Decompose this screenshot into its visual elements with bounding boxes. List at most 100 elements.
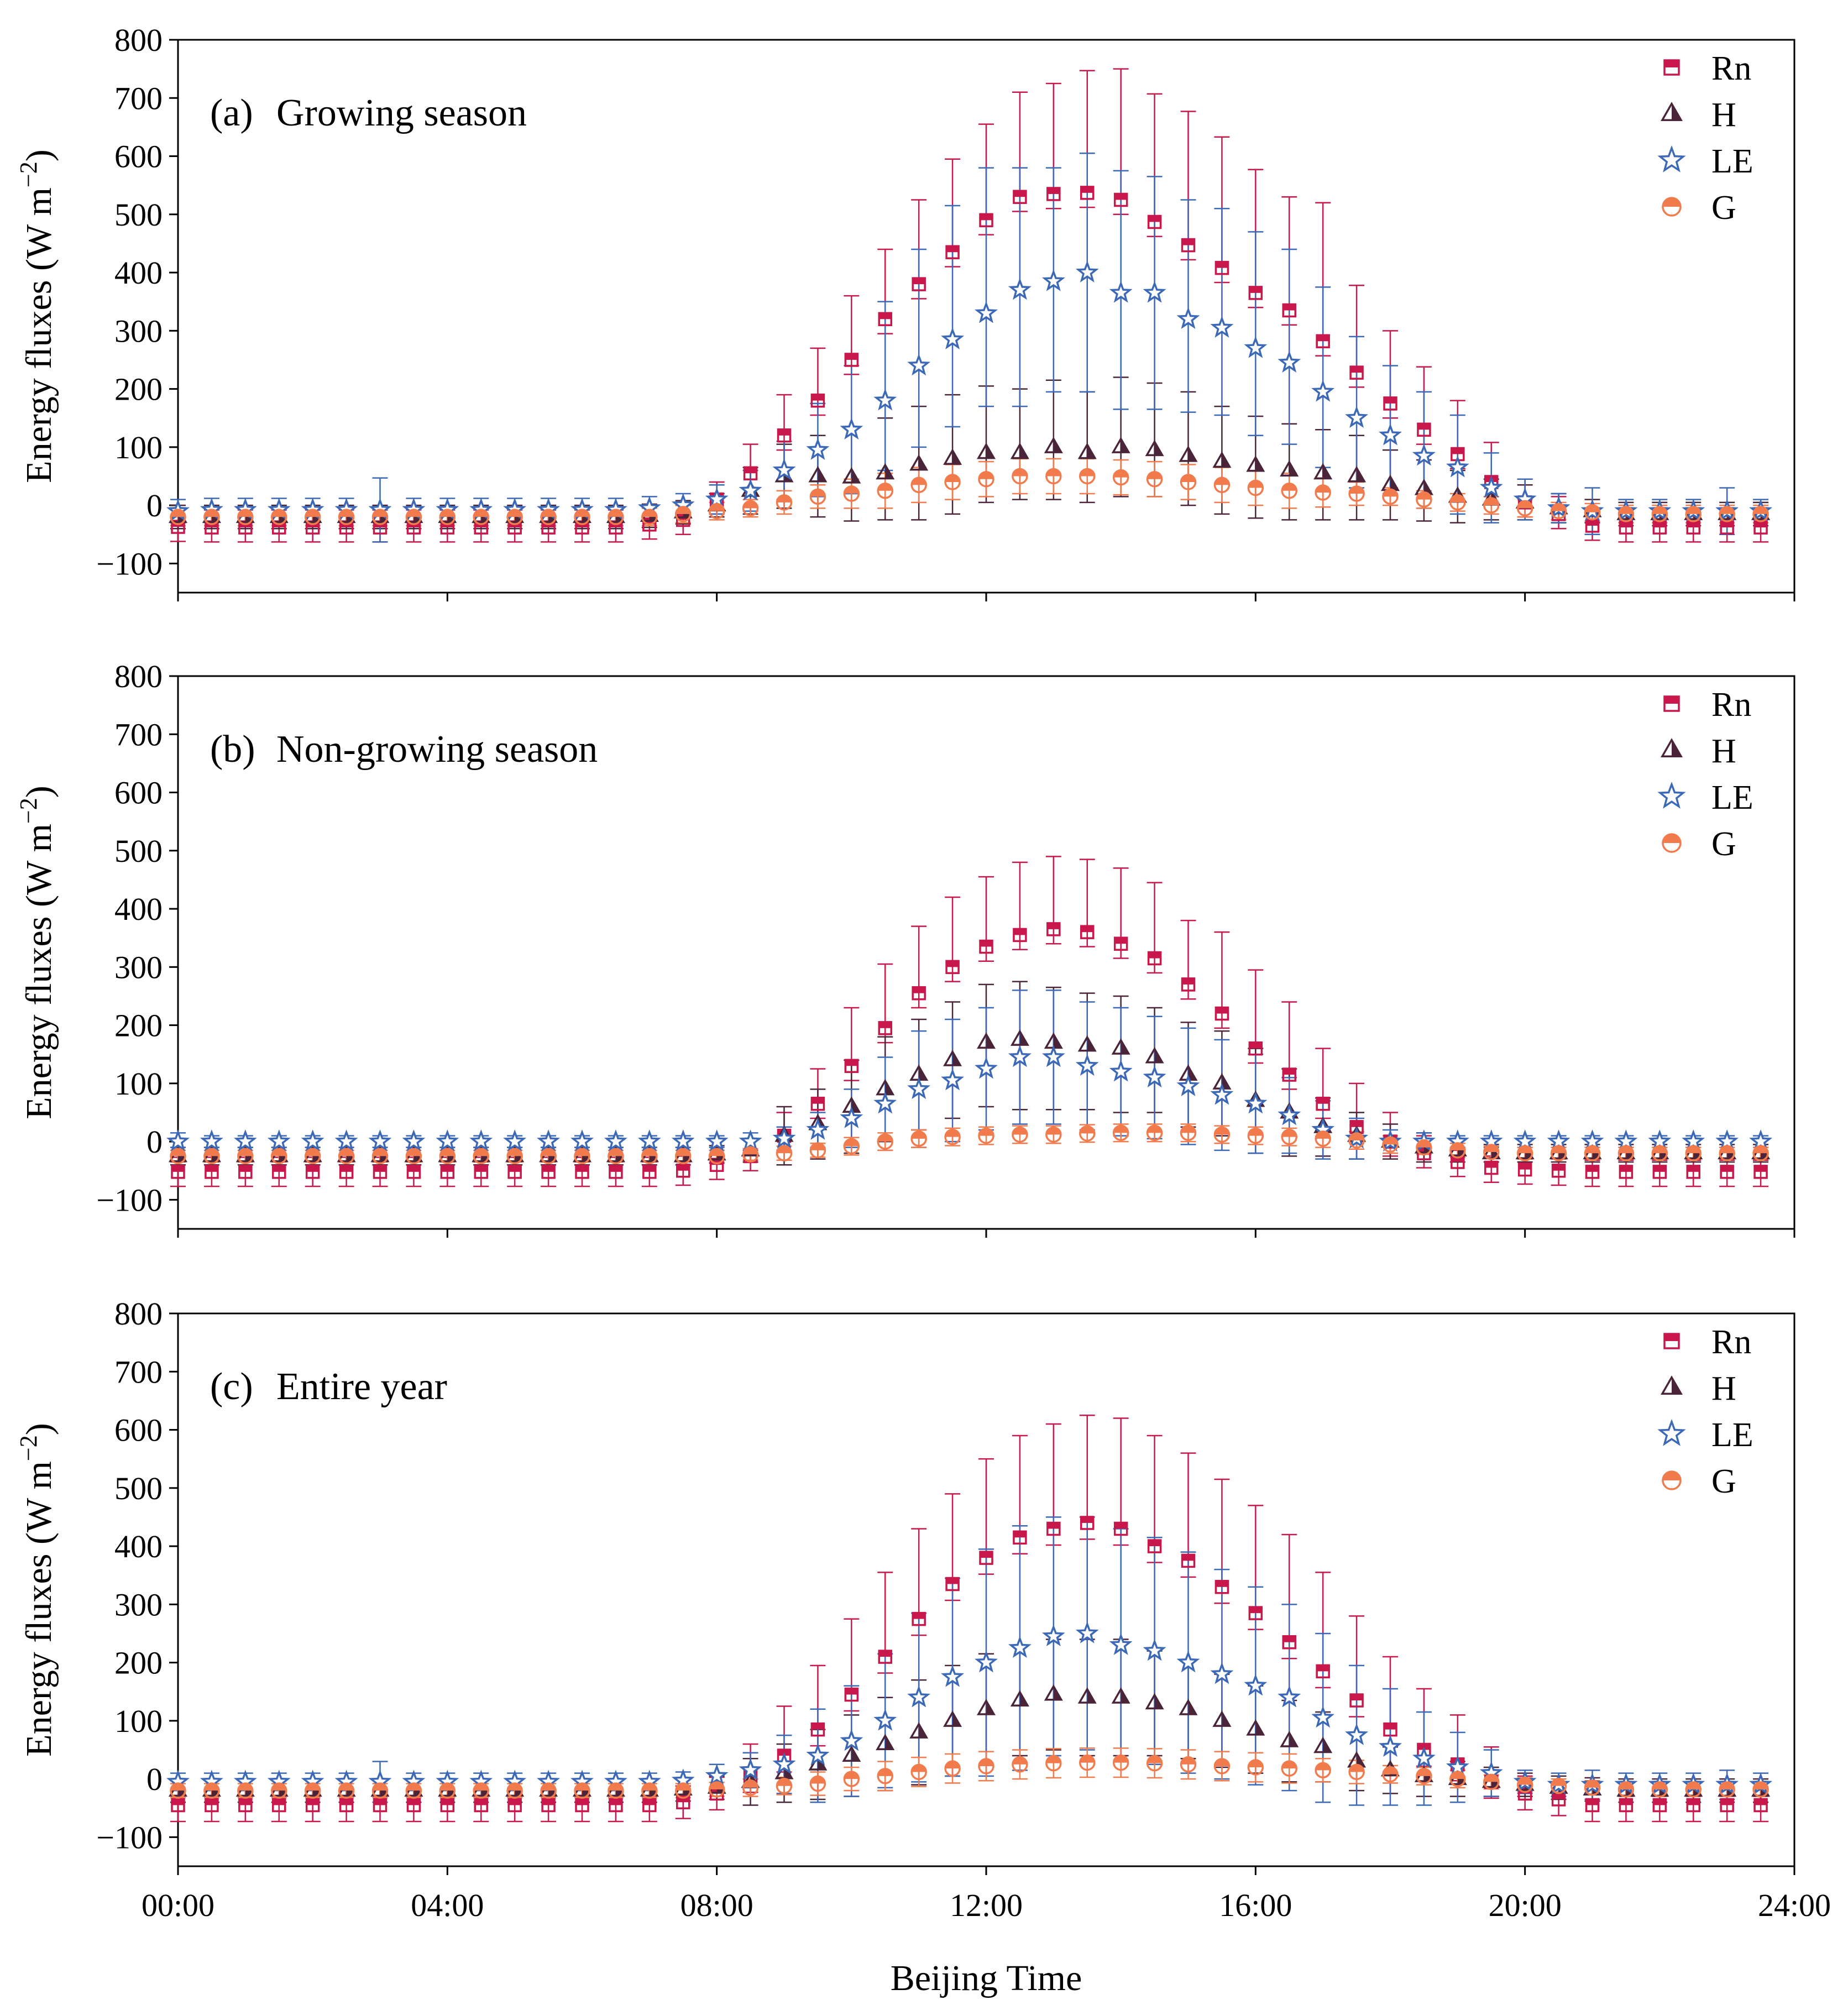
panel-label: (a): [210, 92, 253, 134]
g-marker-outline: [338, 1782, 355, 1799]
rn-marker-fill: [1283, 304, 1296, 311]
data-point-g: [405, 1148, 422, 1165]
rn-marker-fill: [1552, 1164, 1565, 1171]
rn-marker-outline: [810, 1722, 825, 1737]
rn-marker-fill: [1552, 1793, 1565, 1799]
data-point-g: [405, 509, 422, 525]
y-tick-label: 300: [114, 949, 163, 985]
data-point-le: [1143, 1638, 1166, 1661]
g-marker-outline: [1719, 506, 1735, 522]
y-tick-label: 100: [114, 1066, 163, 1102]
g-marker-outline: [271, 1148, 287, 1165]
rn-marker-outline: [609, 1798, 623, 1813]
y-tick-label: 0: [146, 488, 163, 524]
data-point-h: [1280, 460, 1299, 477]
data-point-g: [1685, 1145, 1702, 1161]
data-point-rn: [1113, 1521, 1128, 1536]
g-marker-outline: [1550, 1145, 1567, 1161]
rn-marker-fill: [1755, 1799, 1767, 1805]
data-point-g: [1146, 1755, 1163, 1772]
rn-marker-outline: [373, 1165, 388, 1179]
h-marker-outline: [1111, 1687, 1130, 1704]
g-marker-outline: [371, 1782, 389, 1799]
data-point-g: [439, 1148, 456, 1165]
rn-marker-fill: [1047, 923, 1060, 929]
g-marker-outline: [809, 1775, 826, 1792]
y-tick-label: −100: [96, 1182, 163, 1218]
data-point-le: [806, 1744, 830, 1766]
rn-marker-outline: [305, 1165, 320, 1179]
data-point-h: [1145, 1046, 1164, 1064]
rn-marker-outline: [1652, 1798, 1667, 1813]
le-marker: [436, 1129, 459, 1151]
rn-marker-outline: [1349, 365, 1364, 380]
data-point-le: [1244, 1091, 1268, 1114]
data-point-h: [1347, 465, 1367, 483]
g-marker-outline: [405, 1148, 422, 1165]
data-point-g: [1617, 506, 1635, 522]
g-marker-outline: [910, 1130, 927, 1147]
rn-marker-fill: [1485, 1161, 1498, 1168]
g-marker-outline: [608, 1782, 624, 1799]
rn-marker-outline: [609, 1165, 623, 1179]
h-marker-outline: [1660, 738, 1683, 757]
g-marker-outline: [439, 1782, 456, 1799]
g-marker-outline: [540, 509, 557, 525]
g-marker-outline: [675, 506, 692, 522]
data-point-le: [604, 1129, 627, 1151]
data-point-g: [1617, 1781, 1635, 1798]
y-tick-label: 500: [114, 833, 163, 869]
rn-marker-fill: [576, 1799, 588, 1805]
data-point-rn: [945, 1577, 960, 1592]
data-point-le: [1008, 1045, 1032, 1067]
data-point-rn: [609, 1798, 623, 1813]
data-point-g: [1315, 1762, 1331, 1779]
data-point-g: [1550, 1777, 1567, 1794]
data-point-g: [708, 1781, 725, 1798]
y-tick-label: −100: [96, 1819, 163, 1855]
g-marker-outline: [439, 1148, 456, 1165]
data-point-rn: [1585, 1798, 1600, 1813]
data-point-le: [200, 1129, 223, 1151]
rn-marker-fill: [1317, 335, 1329, 342]
g-marker-outline: [978, 470, 994, 488]
data-point-g: [574, 509, 590, 525]
rn-marker-outline: [878, 312, 892, 327]
y-tick-label: 300: [114, 313, 163, 349]
data-point-le: [941, 1664, 965, 1687]
rn-marker-outline: [642, 1165, 657, 1179]
y-tick-label: 200: [114, 1645, 163, 1681]
data-point-rn: [1753, 1798, 1768, 1813]
g-marker-outline: [1685, 1781, 1702, 1798]
data-point-g: [203, 1148, 220, 1165]
data-point-h: [1179, 1699, 1198, 1715]
data-point-h: [1077, 442, 1097, 459]
data-point-g: [203, 509, 220, 525]
le-marker: [1176, 1074, 1200, 1096]
data-point-g: [1483, 1144, 1500, 1160]
rn-marker-fill: [1317, 1665, 1329, 1672]
g-marker-outline: [1719, 1781, 1735, 1798]
le-marker: [1278, 350, 1301, 373]
g-marker-outline: [1617, 1145, 1635, 1161]
data-point-le: [436, 1129, 459, 1151]
rn-marker-outline: [1013, 190, 1027, 204]
rn-marker-outline: [945, 960, 960, 975]
data-point-rn: [1517, 1162, 1532, 1177]
rn-marker-fill: [1417, 423, 1430, 430]
data-point-g: [1617, 1145, 1635, 1161]
data-point-rn: [1417, 422, 1431, 437]
g-marker-outline: [1449, 1142, 1466, 1159]
le-marker: [1657, 145, 1686, 172]
rn-marker-fill: [1249, 1042, 1262, 1049]
g-marker-outline: [608, 509, 624, 525]
data-point-g: [271, 509, 287, 525]
y-tick-label: 700: [114, 1354, 163, 1390]
g-marker-outline: [1112, 1124, 1129, 1142]
rn-marker-outline: [205, 1165, 219, 1179]
data-point-le: [974, 301, 998, 323]
g-marker-outline: [473, 509, 489, 525]
rn-marker-outline: [1080, 186, 1095, 200]
h-marker-outline: [1246, 455, 1265, 472]
rn-marker-outline: [238, 1165, 253, 1179]
